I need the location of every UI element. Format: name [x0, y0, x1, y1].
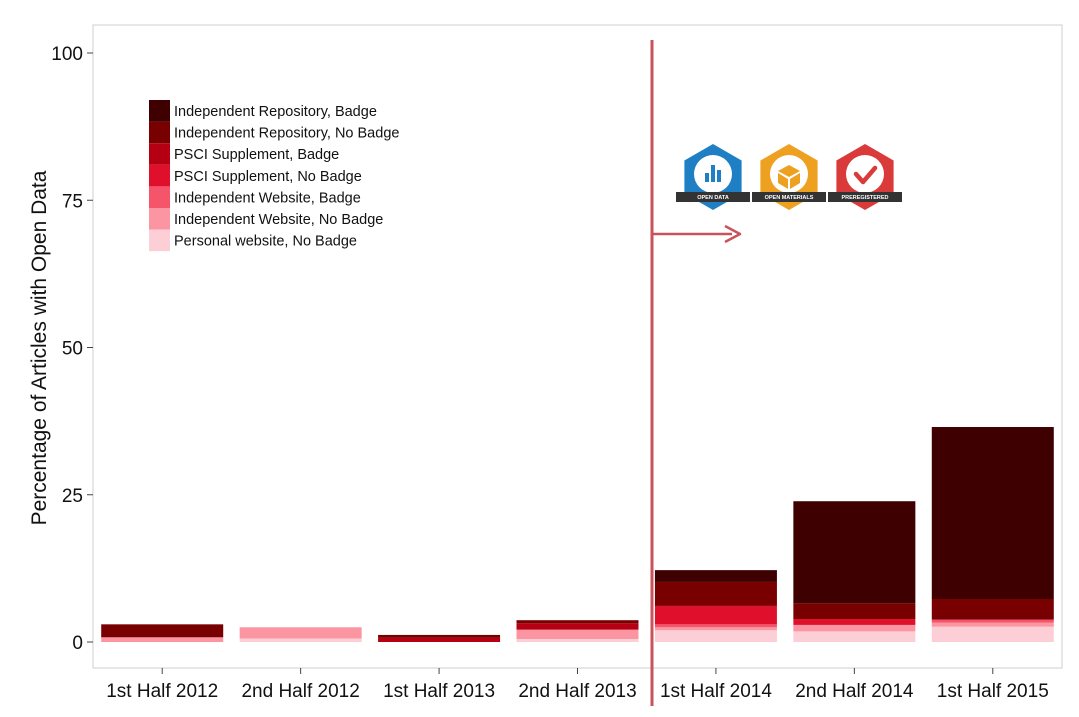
bar-segment-psci-supplement-badge [378, 637, 501, 642]
x-tick-label: 1st Half 2014 [660, 681, 772, 702]
y-tick-label: 0 [72, 633, 83, 654]
bar-segment-independent-website-no-badge [516, 629, 639, 640]
plot-panel [92, 24, 1063, 669]
badge-preregistered: PREREGISTERED [828, 144, 902, 210]
legend-label: Independent Website, Badge [174, 190, 361, 206]
bar-segment-independent-repository-no-badge [793, 603, 916, 620]
legend-swatch-independent-repository-badge [149, 100, 170, 122]
badge-label: OPEN DATA [697, 195, 729, 201]
bar-segment-psci-supplement-badge [654, 605, 777, 607]
bar-segment-personal-website-no-badge [931, 626, 1054, 642]
x-tick-label: 1st Half 2012 [106, 681, 218, 702]
bar-segment-personal-website-no-badge [654, 630, 777, 642]
bar-segment-independent-website-no-badge [793, 624, 916, 632]
bar-segment-independent-repository-no-badge [516, 620, 639, 624]
legend-swatch-independent-website-no-badge [149, 208, 170, 230]
badge-label-ribbon [676, 192, 750, 202]
bar-segment-independent-repository-no-badge [101, 624, 224, 638]
box-icon [778, 165, 800, 189]
bar-segment-independent-repository-no-badge [654, 581, 777, 606]
badge-label: PREREGISTERED [841, 195, 888, 201]
annotations: OPEN DATA OPEN MATERIALS PREREGISTERED [650, 40, 902, 706]
y-axis: 0 25 50 75 100 [51, 44, 93, 654]
bar-segment-independent-website-badge [931, 619, 1054, 623]
bars [101, 427, 1054, 642]
bar-segment-independent-website-no-badge [239, 627, 362, 639]
legend-swatch-psci-supplement-badge [149, 143, 170, 165]
bar-segment-personal-website-no-badge [516, 639, 639, 642]
bar-segment-personal-website-no-badge [793, 631, 916, 642]
bar-segment-independent-repository-badge [793, 501, 916, 604]
y-tick-label: 100 [51, 44, 83, 65]
arrow-head-icon [724, 224, 742, 244]
x-tick-label: 1st Half 2015 [937, 681, 1049, 702]
badge-label: OPEN MATERIALS [765, 195, 814, 201]
bar-segment-independent-website-no-badge [931, 622, 1054, 627]
x-tick-label: 2nd Half 2012 [241, 681, 359, 702]
x-axis: 1st Half 2012 2nd Half 2012 1st Half 2013 2… [106, 668, 1049, 702]
legend: Independent Repository, Badge Independent… [149, 100, 399, 252]
bar-segment-independent-repository-no-badge [931, 599, 1054, 620]
legend-label: Independent Repository, Badge [174, 104, 377, 120]
legend-swatch-psci-supplement-no-badge [149, 164, 170, 187]
legend-label: PSCI Supplement, No Badge [174, 169, 362, 185]
legend-swatch-independent-website-badge [149, 186, 170, 208]
bar-segment-psci-supplement-no-badge [654, 606, 777, 625]
checkmark-icon [853, 165, 878, 185]
bar-chart-icon [705, 165, 721, 182]
bar-segment-personal-website-no-badge [239, 638, 362, 642]
bar-segment-independent-website-no-badge [654, 627, 777, 631]
x-tick-label: 1st Half 2013 [383, 681, 495, 702]
legend-label: Independent Website, No Badge [174, 212, 383, 228]
bar-segment-psci-supplement-badge [516, 623, 639, 630]
x-tick-label: 2nd Half 2014 [795, 681, 914, 702]
x-tick-label: 2nd Half 2013 [518, 681, 636, 702]
legend-label: PSCI Supplement, Badge [174, 147, 339, 163]
legend-label: Independent Repository, No Badge [174, 126, 399, 142]
y-axis-title: Percentage of Articles with Open Data [28, 170, 51, 525]
y-tick-label: 75 [62, 191, 83, 212]
badge-label-ribbon [752, 192, 826, 202]
badge-inner-circle [846, 155, 884, 193]
badge-label-ribbon [828, 192, 902, 202]
bar-segment-independent-website-badge [654, 624, 777, 628]
y-tick-label: 25 [62, 486, 83, 507]
bar-segment-psci-supplement-no-badge [793, 619, 916, 625]
bar-segment-independent-repository-badge [931, 427, 1054, 600]
bar-segment-independent-website-no-badge [101, 637, 224, 642]
y-tick-label: 50 [62, 339, 83, 360]
legend-swatch-personal-website-no-badge [149, 229, 170, 252]
badge-open-materials: OPEN MATERIALS [752, 144, 826, 210]
legend-swatch-independent-repository-no-badge [149, 121, 170, 144]
badge-open-data: OPEN DATA [676, 144, 750, 210]
legend-label: Personal website, No Badge [174, 234, 357, 250]
bar-segment-independent-repository-badge [654, 570, 777, 582]
bar-segment-independent-repository-no-badge [378, 634, 501, 638]
